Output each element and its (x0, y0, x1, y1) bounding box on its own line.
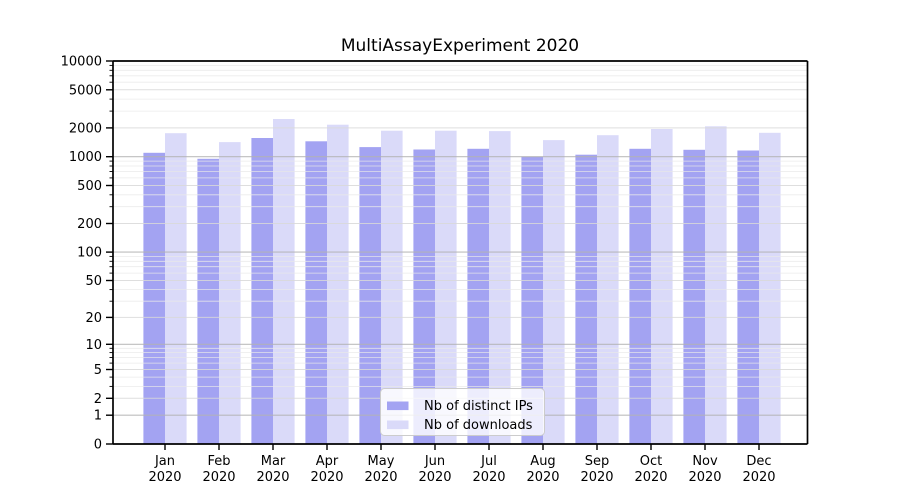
grid-layer (113, 65, 808, 416)
x-tick-label-month: Mar (261, 454, 286, 469)
x-tick-label-month: Apr (316, 454, 339, 469)
x-tick-label-month: Feb (207, 454, 230, 469)
bar-jan-distinct-ips (143, 152, 165, 445)
x-tick-label-month: Jan (154, 454, 175, 469)
x-tick-label-year: 2020 (472, 470, 505, 485)
y-tick-label: 2000 (69, 121, 102, 136)
bar-jul-downloads (489, 131, 511, 444)
legend: Nb of distinct IPs Nb of downloads (380, 388, 545, 436)
bar-may-distinct-ips (359, 147, 381, 444)
x-tick-label-month: Sep (585, 454, 610, 469)
bar-jun-downloads (435, 130, 457, 444)
y-tick-label: 5000 (69, 83, 102, 98)
x-tick-label-year: 2020 (310, 470, 343, 485)
x-tick-label-month: Jul (480, 454, 497, 469)
y-tick-label: 1 (94, 409, 102, 424)
bar-apr-distinct-ips (305, 141, 327, 445)
y-tick-label: 100 (77, 246, 102, 261)
x-tick-label-year: 2020 (634, 470, 667, 485)
y-tick-label: 500 (77, 179, 102, 194)
bar-oct-downloads (651, 129, 673, 444)
chart-title: MultiAssayExperiment 2020 (341, 36, 579, 56)
x-tick-label-month: Dec (746, 454, 771, 469)
x-tick-label-year: 2020 (202, 470, 235, 485)
x-tick-label-year: 2020 (526, 470, 559, 485)
x-tick-label-year: 2020 (418, 470, 451, 485)
bar-aug-downloads (543, 140, 565, 444)
legend-swatch-downloads (387, 420, 409, 430)
y-tick-label: 5 (94, 363, 102, 378)
bar-dec-downloads (759, 132, 781, 445)
y-tick-label: 50 (85, 274, 102, 289)
x-tick-label-year: 2020 (364, 470, 397, 485)
bar-oct-distinct-ips (629, 148, 651, 445)
y-tick-label: 2 (94, 392, 102, 407)
legend-box (380, 388, 545, 436)
bar-jul-distinct-ips (467, 148, 489, 445)
y-tick-label: 1000 (69, 150, 102, 165)
x-tick-label-year: 2020 (148, 470, 181, 485)
bar-mar-downloads (273, 119, 295, 444)
x-tick-label-month: May (368, 454, 395, 469)
y-tick-label: 10 (85, 338, 102, 353)
bar-mar-distinct-ips (251, 138, 273, 444)
x-tick-label-year: 2020 (580, 470, 613, 485)
axes-frame (112, 60, 809, 445)
legend-label-distinct-ips: Nb of distinct IPs (424, 399, 533, 414)
bar-feb-downloads (219, 142, 241, 444)
x-tick-label-month: Nov (692, 454, 718, 469)
y-tick-label: 20 (85, 311, 102, 326)
y-tick-label: 0 (94, 438, 102, 453)
x-tick-label-month: Aug (530, 454, 555, 469)
bar-nov-downloads (705, 126, 727, 445)
y-tick-label: 10000 (61, 55, 102, 70)
bar-apr-downloads (327, 124, 349, 444)
y-axis: 0 1 2 5 10 20 50 100 200 500 1000 2000 5000 10000 (61, 55, 113, 453)
bar-may-downloads (381, 130, 403, 444)
bar-sep-distinct-ips (575, 154, 597, 444)
legend-label-downloads: Nb of downloads (424, 418, 533, 433)
legend-swatch-distinct-ips (387, 401, 409, 411)
bar-aug-distinct-ips (521, 156, 543, 444)
bar-nov-distinct-ips (683, 149, 705, 445)
x-tick-label-month: Jun (424, 454, 445, 469)
y-tick-label: 200 (77, 217, 102, 232)
x-tick-label-year: 2020 (688, 470, 721, 485)
x-tick-label-month: Oct (640, 454, 662, 469)
x-tick-label-year: 2020 (742, 470, 775, 485)
x-axis: Jan2020Feb2020Mar2020Apr2020May2020Jun20… (148, 444, 776, 485)
bar-jan-downloads (165, 133, 187, 444)
x-tick-label-year: 2020 (256, 470, 289, 485)
